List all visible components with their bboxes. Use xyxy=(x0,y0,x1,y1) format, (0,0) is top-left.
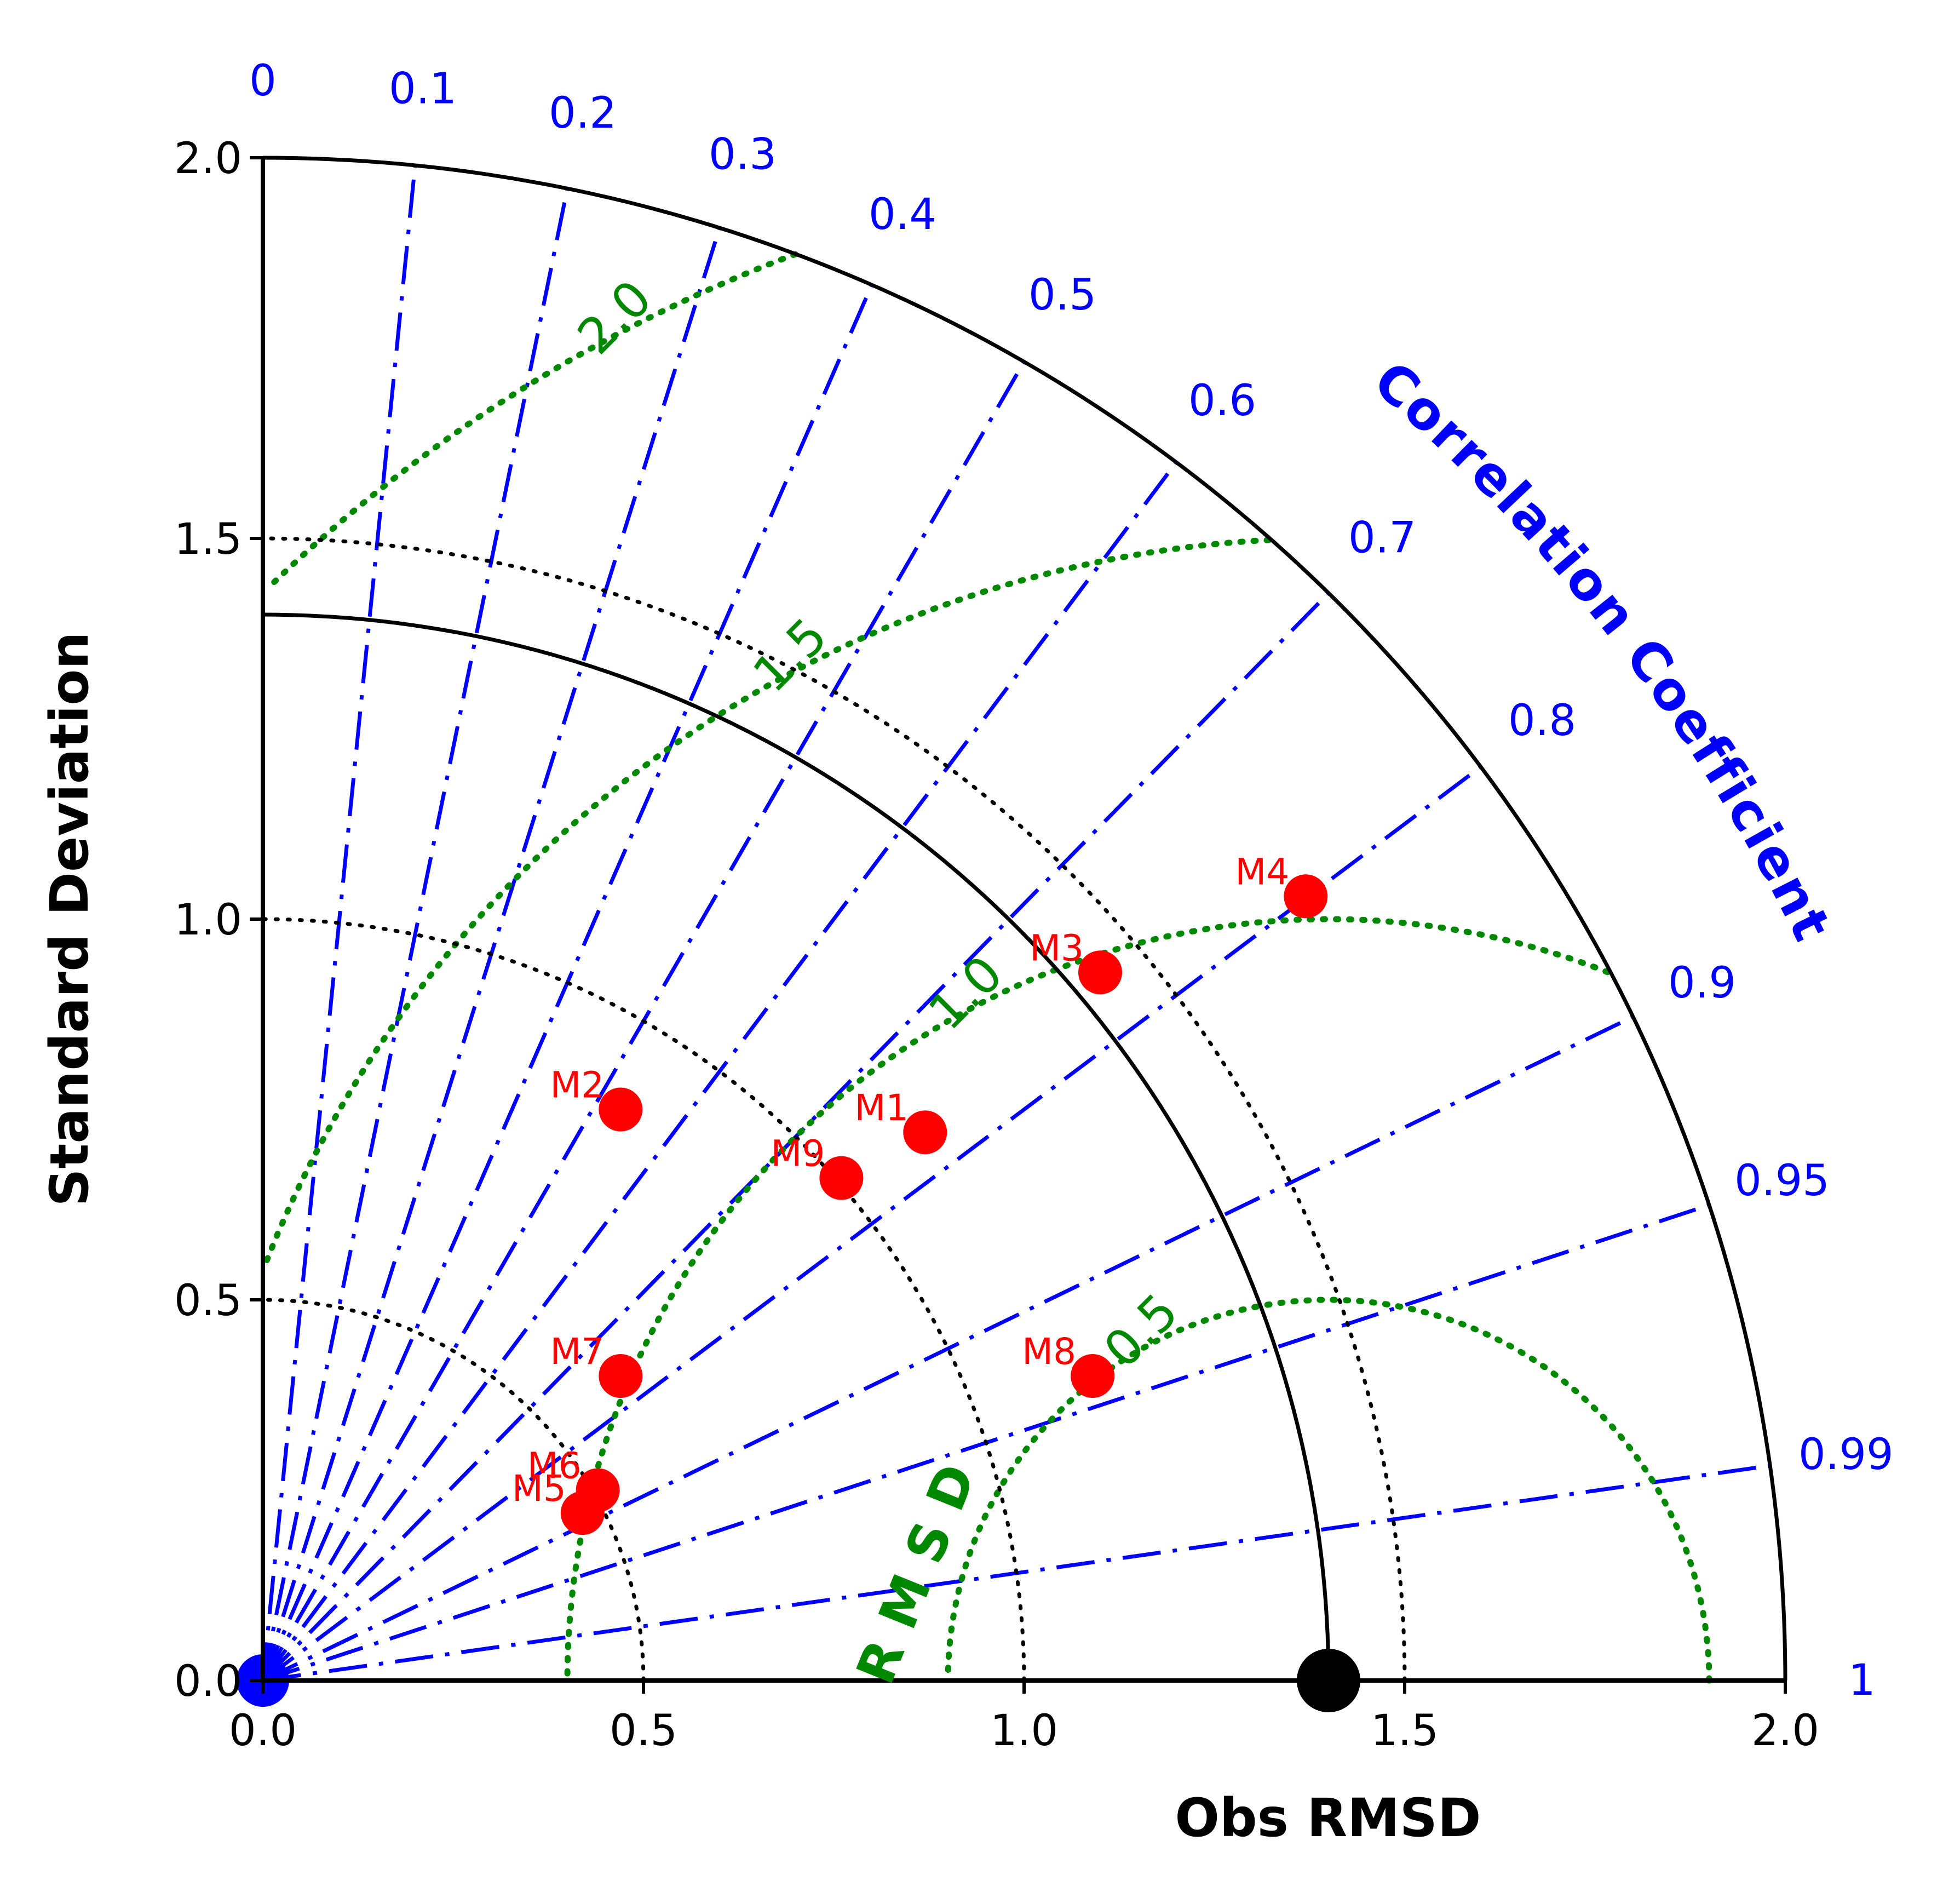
point-label-M1: M1 xyxy=(854,1087,909,1129)
rmsd-contour-labels: 0.51.01.52.0 xyxy=(567,269,1189,1379)
observation-marker xyxy=(1297,1649,1360,1712)
correlation-tick-label-0.1: 0.1 xyxy=(389,65,457,114)
correlation-tick-label-0.7: 0.7 xyxy=(1348,514,1416,563)
correlation-tick-label-0.3: 0.3 xyxy=(709,130,777,179)
y-tick-label-1.0: 1.0 xyxy=(174,896,242,945)
outer-arc xyxy=(262,156,1787,1681)
x-axis-label: Obs RMSD xyxy=(1175,1787,1481,1849)
y-tick-label-0.0: 0.0 xyxy=(174,1657,242,1706)
point-M7 xyxy=(599,1354,643,1398)
point-label-M4: M4 xyxy=(1235,851,1289,893)
correlation-tick-label-0.8: 0.8 xyxy=(1508,696,1576,745)
axis-ticks: 0.00.0 0.5 0.5 1.0 1.0 1.5 1.5 2.0 2.0 xyxy=(174,134,1819,1756)
point-label-M2: M2 xyxy=(550,1064,604,1106)
y-tick-label-1.5: 1.5 xyxy=(174,515,242,564)
correlation-axis-label: Correlation Coefficient xyxy=(1362,349,1843,951)
point-M2 xyxy=(599,1087,643,1132)
correlation-tick-label-0: 0 xyxy=(249,56,277,106)
point-M1 xyxy=(903,1110,947,1155)
rmsd-contour-2 xyxy=(268,251,798,588)
std-arc-0.5 xyxy=(261,1298,646,1683)
x-tick-label-0.0: 0.0 xyxy=(229,1706,297,1756)
point-label-M9: M9 xyxy=(771,1133,825,1175)
x-tick-label-2.0: 2.0 xyxy=(1751,1706,1819,1756)
point-label-M8: M8 xyxy=(1022,1330,1076,1373)
rmsd-contour-label-1.0: 1.0 xyxy=(918,945,1014,1041)
point-M3 xyxy=(1078,950,1122,995)
x-tick-label-1.0: 1.0 xyxy=(990,1706,1058,1756)
correlation-tick-label-0.9: 0.9 xyxy=(1668,959,1736,1008)
correlation-line-0.9 xyxy=(262,1015,1634,1683)
point-M6 xyxy=(576,1468,620,1512)
std-arc-1.5 xyxy=(261,536,1407,1683)
point-label-M7: M7 xyxy=(550,1330,604,1373)
y-tick-label-0.5: 0.5 xyxy=(174,1276,242,1326)
point-M4 xyxy=(1284,874,1328,919)
correlation-line-0.2 xyxy=(261,188,570,1681)
correlation-tick-label-0.5: 0.5 xyxy=(1028,271,1096,320)
correlation-tick-label-1: 1 xyxy=(1848,1656,1876,1705)
correlation-tick-label-0.4: 0.4 xyxy=(869,190,936,239)
point-M8 xyxy=(1071,1354,1115,1398)
x-tick-label-0.5: 0.5 xyxy=(610,1706,677,1756)
correlation-line-0.6 xyxy=(261,461,1178,1682)
correlation-line-0.8 xyxy=(261,765,1482,1682)
y-tick-label-2.0: 2.0 xyxy=(174,134,242,183)
std-arcs xyxy=(261,536,1407,1683)
rmsd-axis-label: RMSD xyxy=(844,1438,995,1692)
correlation-tick-label-0.2: 0.2 xyxy=(549,89,617,138)
rmsd-contour-1 xyxy=(564,916,1611,1684)
correlation-tick-label-0.6: 0.6 xyxy=(1188,376,1256,426)
reference-std-arc xyxy=(262,612,1331,1681)
point-label-M5: M5 xyxy=(512,1467,566,1510)
x-tick-label-1.5: 1.5 xyxy=(1371,1706,1439,1756)
y-axis-label: Standard Deviation xyxy=(39,632,100,1206)
point-label-M3: M3 xyxy=(1030,927,1084,969)
correlation-tick-labels: 0 0.1 0.2 0.3 0.4 0.5 0.6 0.7 0.8 0.9 0.95 0.99 1 xyxy=(249,56,1893,1705)
correlation-tick-label-0.99: 0.99 xyxy=(1798,1430,1894,1479)
observation-point xyxy=(1297,1649,1360,1712)
correlation-tick-label-0.95: 0.95 xyxy=(1734,1156,1830,1206)
point-label-M6: M6 xyxy=(527,1445,582,1487)
point-M9 xyxy=(819,1156,864,1200)
